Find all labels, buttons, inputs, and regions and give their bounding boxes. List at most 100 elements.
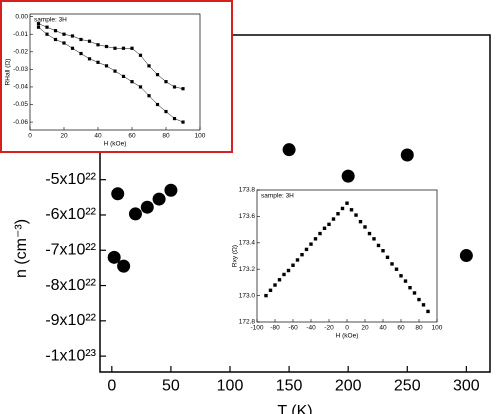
point (286, 268, 291, 273)
point (349, 208, 354, 212)
y-tick-label: -0.03 (13, 66, 28, 73)
x-tick-label: 0 (107, 378, 116, 395)
marker (62, 41, 66, 45)
point (336, 212, 340, 216)
plot-frame (256, 189, 438, 323)
marker (113, 69, 117, 73)
marker (36, 25, 41, 29)
y-tick-label: 173.8 (239, 187, 256, 194)
point (421, 303, 426, 307)
point (341, 169, 355, 183)
marker (79, 51, 83, 56)
x-tick-label: 0 (345, 325, 349, 332)
marker (62, 32, 66, 36)
point (140, 200, 154, 214)
marker (181, 87, 185, 91)
inset-rxy: -100 -80 -60 -40 -20 0 20 40 60 80 100 173.8 173.6 17… (232, 187, 443, 340)
point (400, 148, 414, 162)
point (394, 267, 399, 271)
y-tick-label: 0.00 (15, 13, 28, 20)
marker (87, 39, 92, 43)
x-tick-label: 60 (128, 133, 136, 140)
x-tick-label: 80 (162, 133, 170, 140)
y-tick-label: -8x10²² (45, 277, 96, 294)
point (164, 183, 178, 197)
marker (96, 43, 100, 47)
marker (130, 80, 134, 84)
annotation: sample: 3H (34, 17, 67, 24)
x-tick-label: 200 (335, 378, 362, 395)
point (426, 309, 430, 314)
point (390, 262, 394, 266)
point (295, 258, 300, 262)
point (358, 219, 363, 224)
point (408, 285, 412, 290)
y-tick-label: 172.8 (239, 319, 256, 326)
point (300, 252, 304, 257)
marker (79, 37, 83, 42)
x-tick-label: -100 (250, 325, 263, 332)
point (313, 237, 318, 241)
point (372, 237, 376, 241)
point (282, 272, 286, 277)
y-tick-label: 173.2 (239, 266, 256, 273)
y-tick-label: 173.6 (239, 213, 256, 220)
y-tick-label: -0.01 (13, 31, 28, 38)
marker (96, 60, 100, 64)
point (376, 243, 381, 248)
marker (155, 73, 160, 77)
x-tick-label: 60 (397, 325, 405, 332)
x-tick-label: -80 (270, 325, 280, 332)
y-tick-label: -9x10²² (45, 312, 96, 329)
x-tick-label: 250 (394, 378, 421, 395)
x-tick-label: 50 (162, 378, 180, 395)
point (367, 231, 372, 236)
marker (164, 109, 168, 114)
point (399, 274, 403, 278)
marker (45, 32, 49, 36)
y-tick-label: -0.04 (13, 84, 28, 91)
marker (172, 116, 177, 121)
point (340, 206, 345, 211)
marker (147, 94, 151, 98)
point (417, 297, 421, 302)
marker (36, 22, 41, 26)
marker (53, 29, 58, 33)
point (345, 201, 349, 205)
marker (138, 85, 143, 89)
marker (130, 46, 134, 50)
point (381, 249, 385, 253)
marker (45, 25, 49, 29)
y-tick-label: -5x10²² (45, 171, 96, 188)
x-tick-label: 80 (415, 325, 423, 332)
point (304, 247, 309, 252)
marker (121, 74, 126, 78)
x-tick-label: 40 (94, 133, 102, 140)
marker (113, 46, 117, 50)
marker (147, 64, 151, 68)
point (277, 278, 282, 282)
point (152, 192, 166, 206)
y-tick-label: -0.05 (13, 101, 28, 108)
y-tick-label: -7x10²² (45, 241, 96, 258)
y-tick-label: -0.02 (13, 49, 28, 56)
marker (87, 57, 92, 61)
point (107, 250, 121, 264)
marker (181, 120, 185, 124)
point (363, 225, 367, 229)
point (331, 217, 336, 221)
main-plot: 0 50 100 150 200 250 300-5x10²²-6x10²²-7x10²²-… (13, 34, 491, 414)
marker (70, 46, 75, 50)
point (264, 293, 268, 298)
point (385, 255, 390, 260)
x-tick-label: 40 (379, 325, 387, 332)
x-tick-label: 20 (361, 325, 369, 332)
x-tick-label: 20 (60, 133, 68, 140)
x-tick-label: 100 (195, 133, 206, 140)
x-tick-label: -40 (306, 325, 316, 332)
plot-frame (99, 34, 491, 373)
marker (164, 80, 168, 84)
x-axis-label: H (kOe) (336, 332, 359, 339)
marker (172, 85, 177, 89)
y-axis-label: Rxy (Ω) (232, 245, 239, 267)
